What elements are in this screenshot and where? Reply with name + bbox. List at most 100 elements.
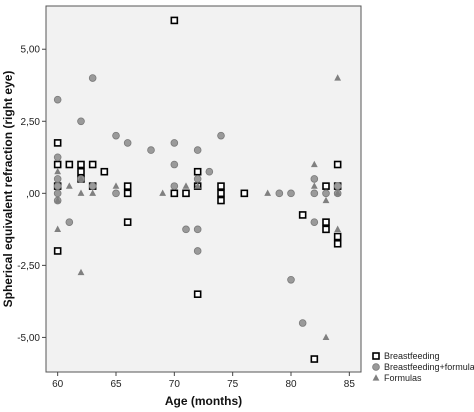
axes: 60 65 70 75 80 85 5,00 2,50 ,00 -2,50 -5,00 <box>17 45 355 390</box>
data-point-square <box>333 239 342 248</box>
data-point-circle <box>53 182 62 190</box>
data-point-square <box>322 218 330 226</box>
data-point-square <box>65 160 74 169</box>
legend: BreastfeedingBreastfeeding+formulaFormul… <box>372 351 474 383</box>
data-point-circle <box>170 139 179 147</box>
data-point-triangle <box>322 333 330 341</box>
data-point-square <box>193 290 202 298</box>
data-point-triangle <box>334 74 342 81</box>
data-point-circle <box>53 95 62 104</box>
data-point-circle <box>287 189 295 198</box>
x-tick-label: 85 <box>344 379 356 390</box>
data-point-square <box>193 167 202 176</box>
data-point-circle <box>88 74 97 82</box>
data-point-triangle <box>77 189 85 196</box>
data-point-circle <box>77 117 85 126</box>
legend-label: Breastfeeding <box>384 351 440 361</box>
data-point-triangle <box>334 225 342 232</box>
data-point-circle <box>310 218 319 226</box>
data-point-triangle <box>77 268 85 276</box>
data-point-square <box>123 218 132 226</box>
data-point-square <box>240 189 249 198</box>
y-tick-label: -2,50 <box>17 261 40 272</box>
y-axis-title: Spherical equivalent refraction (right e… <box>1 71 15 308</box>
data-point-circle <box>205 167 214 176</box>
data-point-circle <box>112 131 120 140</box>
data-point-circle <box>193 225 202 234</box>
data-point-square <box>298 211 307 219</box>
y-tick-label: 5,00 <box>21 45 41 56</box>
data-point-triangle <box>159 189 167 196</box>
data-point-triangle <box>89 189 97 196</box>
x-tick-label: 60 <box>52 379 64 390</box>
data-point-circle <box>170 182 179 190</box>
data-point-square <box>100 167 109 176</box>
series-triangle <box>54 74 342 341</box>
legend-marker-circle <box>372 363 380 371</box>
data-point-circle <box>170 160 179 169</box>
data-point-triangle <box>54 167 62 175</box>
data-point-circle <box>123 139 132 147</box>
data-point-triangle <box>182 182 190 189</box>
data-point-square <box>310 355 319 363</box>
data-points <box>53 16 342 363</box>
data-point-triangle <box>334 189 342 196</box>
y-tick-label: 2,50 <box>21 117 41 128</box>
x-tick-label: 70 <box>169 379 181 390</box>
data-point-circle <box>275 189 284 198</box>
data-point-square <box>53 139 62 147</box>
legend-marker-square <box>372 352 380 360</box>
data-point-square <box>322 225 330 234</box>
data-point-circle <box>310 175 319 183</box>
data-point-circle <box>322 189 330 198</box>
data-point-triangle <box>194 182 202 189</box>
data-point-triangle <box>264 189 272 196</box>
x-tick-label: 80 <box>285 379 297 390</box>
data-point-circle <box>193 247 202 255</box>
data-point-square <box>170 16 179 25</box>
data-point-circle <box>333 182 342 190</box>
data-point-circle <box>88 182 97 190</box>
data-point-triangle <box>54 225 62 232</box>
x-tick-label: 65 <box>110 379 122 390</box>
data-point-triangle <box>77 175 85 182</box>
data-point-square <box>77 167 85 176</box>
y-tick-label: -5,00 <box>17 333 40 344</box>
data-point-circle <box>53 189 62 198</box>
data-point-circle <box>310 189 319 198</box>
y-tick-label: ,00 <box>26 189 40 200</box>
data-point-square <box>333 232 342 241</box>
data-point-circle <box>112 189 120 198</box>
x-axis-title: Age (months) <box>165 394 242 408</box>
data-point-circle <box>217 131 225 140</box>
plot-area <box>45 5 362 373</box>
data-point-square <box>170 189 179 198</box>
data-point-triangle <box>322 196 330 204</box>
data-point-circle <box>193 175 202 183</box>
data-point-square <box>217 189 225 198</box>
data-point-triangle <box>112 182 120 189</box>
data-point-circle <box>182 225 190 234</box>
legend-label: Breastfeeding+formula <box>384 362 474 372</box>
data-point-square <box>53 160 62 169</box>
data-point-square <box>123 182 132 190</box>
data-point-circle <box>193 146 202 154</box>
data-point-circle <box>287 275 295 284</box>
data-point-circle <box>53 175 62 183</box>
data-point-square <box>77 160 85 169</box>
data-point-circle <box>147 146 155 154</box>
data-point-circle <box>298 319 307 327</box>
data-point-square <box>123 189 132 198</box>
data-point-triangle <box>310 160 318 168</box>
data-point-circle <box>65 218 74 226</box>
data-point-square <box>182 189 190 198</box>
data-point-triangle <box>310 182 318 189</box>
data-point-square <box>217 182 225 190</box>
legend-label: Formulas <box>384 373 422 383</box>
data-point-triangle <box>65 182 73 189</box>
data-point-square <box>88 160 97 169</box>
data-point-square <box>53 247 62 255</box>
series-square <box>53 16 342 363</box>
data-point-square <box>217 196 225 205</box>
